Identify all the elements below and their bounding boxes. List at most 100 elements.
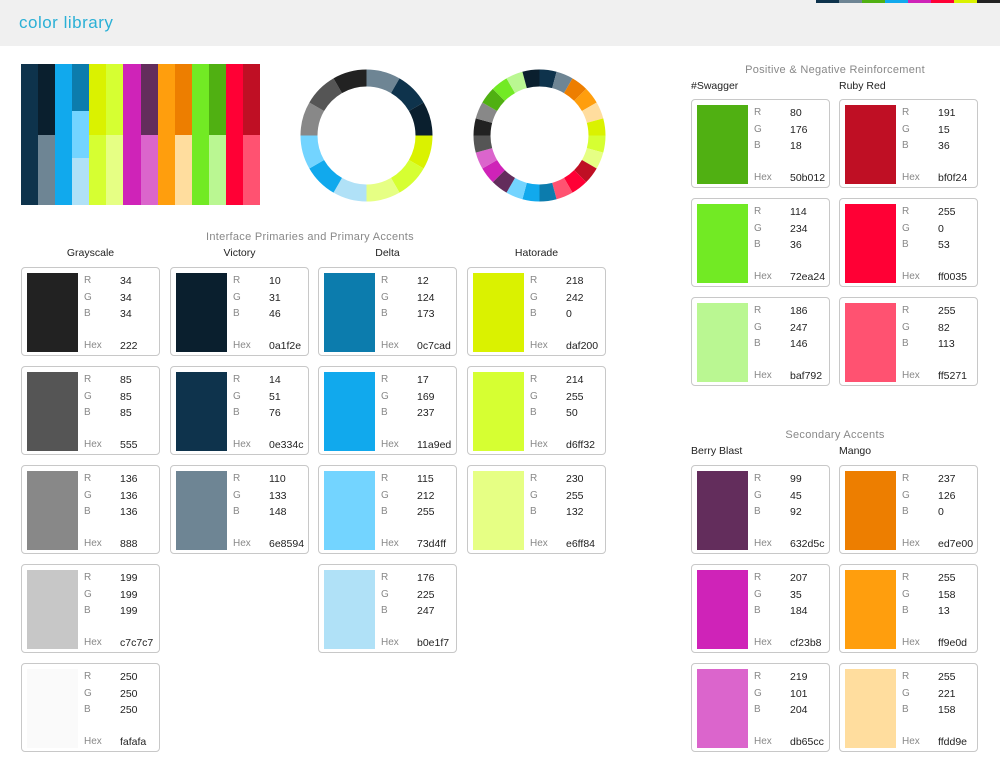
g-label: G — [233, 490, 241, 501]
hex-value: 222 — [120, 340, 138, 352]
r-label: R — [233, 473, 241, 484]
b-label: B — [84, 506, 91, 517]
g-label: G — [530, 391, 538, 402]
wheel-segment — [300, 102, 325, 136]
r-label: R — [84, 572, 92, 583]
g-value: 255 — [566, 490, 584, 502]
section-title-secondary: Secondary Accents — [785, 429, 885, 441]
wheel-segment — [391, 160, 424, 193]
color-card: R G B Hex 191 15 36 bf0f24 — [839, 99, 978, 188]
b-label: B — [381, 506, 388, 517]
hex-value: b0e1f7 — [417, 637, 450, 649]
hex-label: Hex — [381, 340, 399, 351]
b-label: B — [902, 239, 909, 250]
hex-label: Hex — [754, 538, 772, 549]
g-label: G — [754, 124, 762, 135]
wheel-segment — [408, 135, 433, 169]
strip-segment — [862, 0, 885, 3]
wheel-segment — [581, 102, 604, 123]
hex-value: 555 — [120, 439, 138, 451]
color-swatch — [473, 273, 524, 352]
palette-bar-segment — [174, 64, 192, 135]
hex-label: Hex — [381, 538, 399, 549]
r-value: 207 — [790, 572, 808, 584]
hex-value: 50b012 — [790, 172, 826, 184]
g-label: G — [754, 589, 762, 600]
g-value: 234 — [790, 223, 808, 235]
color-swatch — [845, 669, 896, 748]
hex-label: Hex — [754, 271, 772, 282]
r-value: 114 — [790, 206, 807, 218]
hex-label: Hex — [530, 538, 548, 549]
hex-value: ff5271 — [938, 370, 968, 382]
color-swatch — [324, 273, 375, 352]
g-label: G — [754, 688, 762, 699]
wheel-segment — [408, 102, 433, 136]
g-value: 221 — [938, 688, 956, 700]
wheel-segment — [366, 69, 400, 94]
g-value: 45 — [790, 490, 802, 502]
color-swatch — [324, 570, 375, 649]
column-title-mango: Mango — [839, 445, 872, 457]
color-card: R G B Hex 230 255 132 e6ff84 — [467, 465, 606, 554]
g-value: 136 — [120, 490, 138, 502]
strip-segment — [839, 0, 862, 3]
wheel-segment — [309, 78, 342, 111]
palette-bar — [72, 64, 90, 205]
color-swatch — [473, 471, 524, 550]
wheel-segment — [333, 177, 367, 202]
b-label: B — [84, 704, 91, 715]
color-swatch — [845, 303, 896, 382]
r-value: 14 — [269, 374, 281, 386]
color-card: R G B Hex 10 31 46 0a1f2e — [170, 267, 309, 356]
b-label: B — [754, 140, 761, 151]
b-value: 113 — [938, 338, 955, 350]
wheel-segment — [552, 71, 573, 94]
g-value: 101 — [790, 688, 808, 700]
hex-label: Hex — [530, 439, 548, 450]
r-label: R — [754, 107, 762, 118]
palette-bar-segment — [55, 64, 73, 135]
r-value: 10 — [269, 275, 281, 287]
palette-bar-segment — [174, 134, 192, 205]
palette-bar-segment — [72, 158, 90, 205]
g-label: G — [84, 391, 92, 402]
hex-label: Hex — [902, 271, 920, 282]
color-card: R G B Hex 250 250 250 fafafa — [21, 663, 160, 752]
b-label: B — [530, 506, 537, 517]
wheel-segment — [586, 118, 606, 136]
color-card: R G B Hex 218 242 0 daf200 — [467, 267, 606, 356]
r-value: 214 — [566, 374, 584, 386]
g-label: G — [754, 223, 762, 234]
palette-bar-segment — [55, 134, 73, 205]
g-value: 133 — [269, 490, 287, 502]
r-label: R — [754, 206, 762, 217]
g-label: G — [381, 391, 389, 402]
color-card: R G B Hex 214 255 50 d6ff32 — [467, 366, 606, 455]
g-value: 255 — [566, 391, 584, 403]
r-value: 255 — [938, 305, 956, 317]
g-label: G — [902, 688, 910, 699]
b-label: B — [84, 605, 91, 616]
color-card: R G B Hex 207 35 184 cf23b8 — [691, 564, 830, 653]
hex-value: d6ff32 — [566, 439, 596, 451]
strip-segment — [954, 0, 977, 3]
g-label: G — [530, 292, 538, 303]
color-strip — [816, 0, 1000, 3]
hex-value: fafafa — [120, 736, 147, 748]
r-label: R — [754, 473, 762, 484]
g-value: 35 — [790, 589, 802, 601]
g-value: 124 — [417, 292, 435, 304]
hex-label: Hex — [754, 172, 772, 183]
hex-label: Hex — [902, 637, 920, 648]
b-value: 85 — [120, 407, 132, 419]
palette-bar — [89, 64, 107, 205]
b-label: B — [902, 140, 909, 151]
wheel-segment — [473, 118, 493, 136]
palette-bar — [140, 64, 158, 205]
app-title: color library — [19, 13, 114, 32]
r-label: R — [754, 572, 762, 583]
wheel-segment — [586, 135, 606, 153]
hex-value: e6ff84 — [566, 538, 596, 550]
hex-value: baf792 — [790, 370, 823, 382]
